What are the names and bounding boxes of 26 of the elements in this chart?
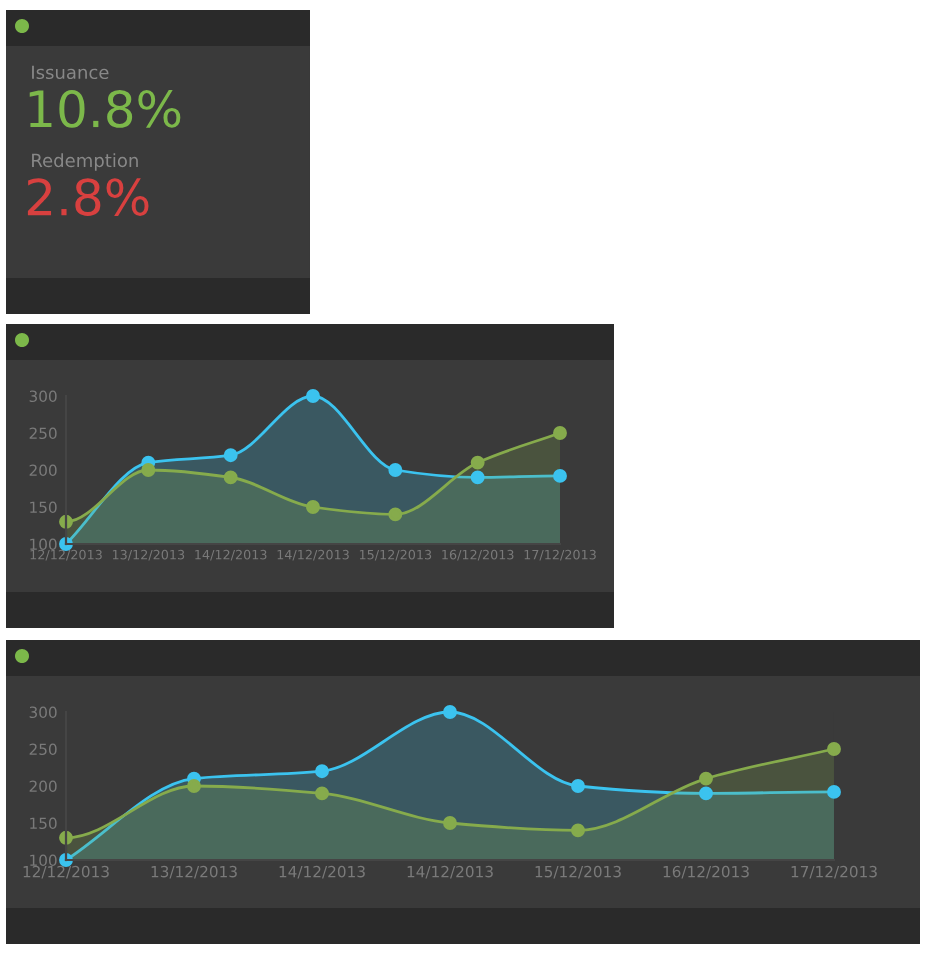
point	[141, 463, 156, 477]
point	[388, 463, 403, 477]
point	[470, 455, 485, 470]
point	[699, 771, 713, 786]
point	[553, 426, 567, 440]
point	[443, 816, 457, 830]
point	[315, 786, 329, 801]
point	[827, 784, 841, 799]
text: 2.8%	[27, 178, 149, 216]
point	[306, 389, 320, 403]
text: Issuance	[32, 65, 109, 80]
text: 10.8%	[29, 89, 181, 128]
point	[827, 742, 841, 756]
point	[571, 823, 585, 838]
point	[306, 500, 320, 514]
point	[699, 786, 713, 801]
point	[223, 470, 238, 485]
point	[223, 448, 238, 463]
point	[571, 779, 585, 793]
point	[470, 470, 485, 485]
point	[315, 764, 329, 779]
point	[443, 705, 457, 719]
point	[553, 468, 567, 483]
point	[388, 507, 403, 522]
text: Redemption	[32, 153, 138, 171]
point	[187, 779, 201, 793]
